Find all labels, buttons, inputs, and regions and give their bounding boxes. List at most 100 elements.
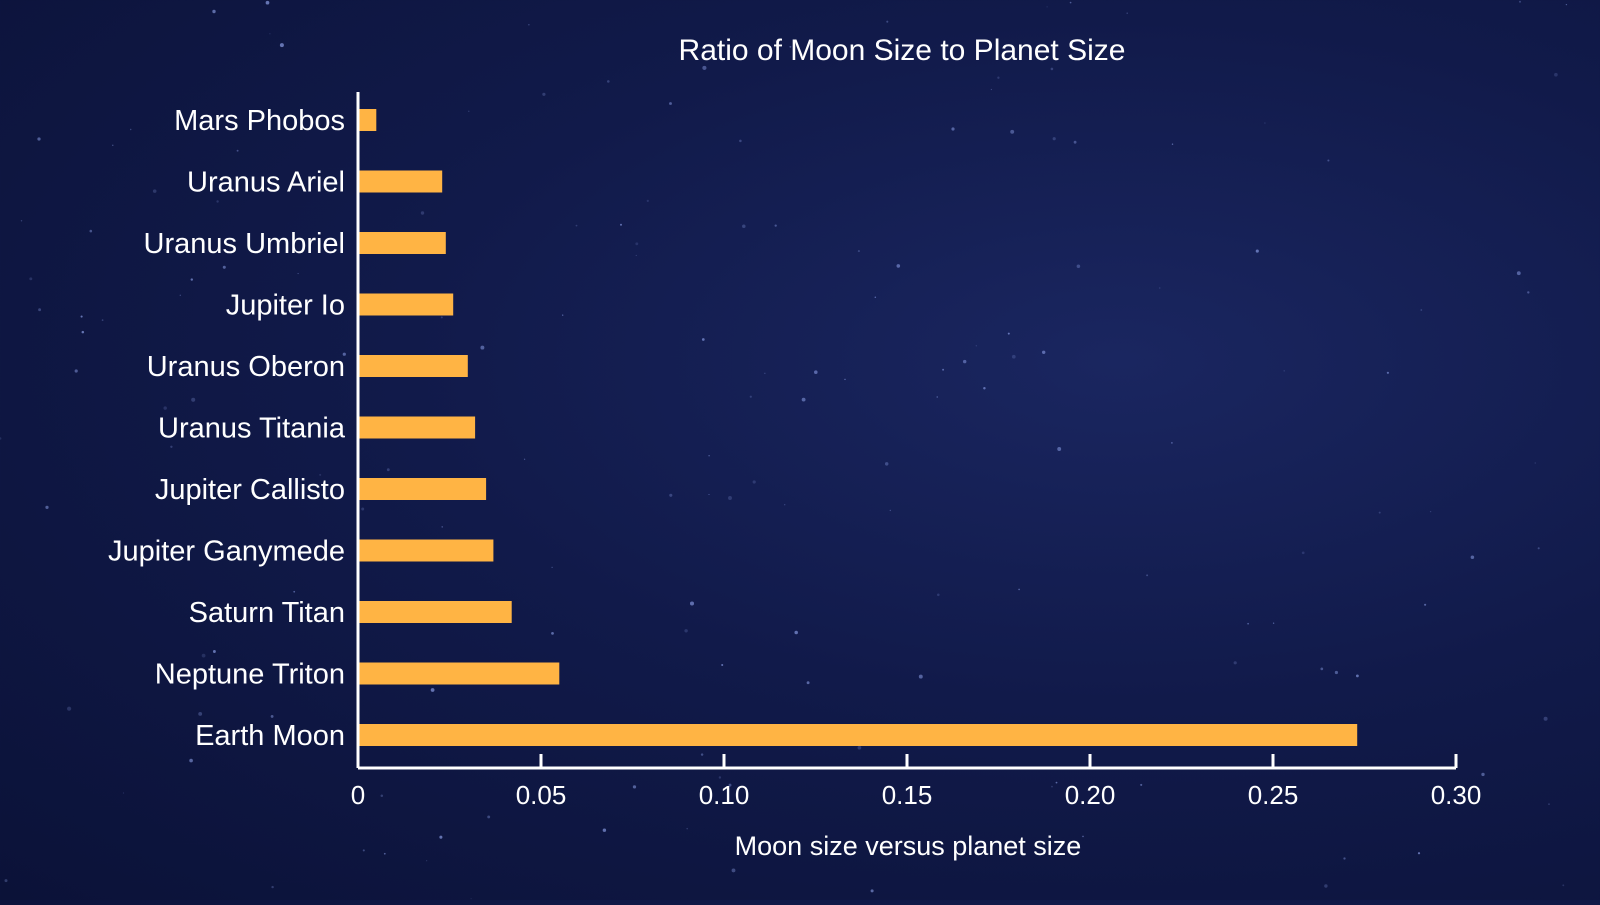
star-dot bbox=[1355, 674, 1359, 678]
star-dot bbox=[1073, 140, 1077, 144]
star-dot bbox=[551, 566, 553, 569]
star-dot bbox=[646, 199, 649, 203]
star-dot bbox=[201, 653, 206, 658]
star-dot bbox=[89, 229, 93, 233]
star-dot bbox=[1082, 835, 1084, 838]
x-tick-label: 0.15 bbox=[882, 780, 933, 810]
star-dot bbox=[20, 220, 23, 222]
star-dot bbox=[752, 480, 756, 484]
star-dot bbox=[129, 128, 132, 131]
star-dot bbox=[983, 387, 986, 390]
star-dot bbox=[669, 102, 672, 105]
star-dot bbox=[728, 783, 732, 787]
starfield bbox=[0, 0, 1568, 900]
star-dot bbox=[279, 43, 284, 48]
star-dot bbox=[551, 632, 554, 635]
star-dot bbox=[297, 273, 299, 275]
star-dot bbox=[440, 316, 443, 319]
star-dot bbox=[870, 889, 874, 893]
x-tick-label: 0 bbox=[351, 780, 365, 810]
star-dot bbox=[942, 368, 945, 371]
star-dot bbox=[383, 852, 386, 855]
bar-jupiter-ganymede bbox=[358, 539, 494, 562]
star-dot bbox=[1518, 0, 1522, 3]
star-dot bbox=[441, 526, 443, 528]
star-dot bbox=[319, 473, 322, 476]
category-label: Jupiter Io bbox=[226, 290, 345, 322]
star-dot bbox=[975, 345, 977, 347]
star-dot bbox=[1011, 354, 1016, 359]
x-tick-label: 0.30 bbox=[1431, 780, 1482, 810]
star-dot bbox=[430, 688, 435, 692]
star-dot bbox=[1301, 551, 1305, 555]
star-dot bbox=[1470, 555, 1475, 560]
bar-uranus-oberon bbox=[358, 355, 468, 377]
star-dot bbox=[997, 76, 1000, 79]
star-dot bbox=[1327, 159, 1330, 162]
star-dot bbox=[293, 590, 296, 593]
star-dot bbox=[1424, 603, 1427, 606]
bar-jupiter-io bbox=[358, 293, 454, 316]
star-dot bbox=[801, 397, 806, 402]
star-dot bbox=[81, 330, 85, 334]
star-dot bbox=[45, 505, 49, 510]
star-dot bbox=[122, 792, 125, 794]
star-dot bbox=[575, 224, 578, 227]
star-dot bbox=[190, 278, 193, 281]
star-dot bbox=[152, 189, 157, 193]
star-dot bbox=[1534, 462, 1536, 464]
x-tick-label: 0.05 bbox=[516, 780, 567, 810]
star-dot bbox=[814, 370, 818, 374]
star-dot bbox=[1052, 137, 1056, 141]
star-dot bbox=[1233, 661, 1237, 665]
star-dot bbox=[420, 211, 425, 215]
bar-uranus-ariel bbox=[358, 170, 443, 193]
star-dot bbox=[1543, 716, 1548, 721]
star-dot bbox=[426, 860, 428, 862]
star-dot bbox=[4, 879, 8, 883]
star-dot bbox=[470, 898, 472, 900]
category-labels: Mars Phobos Uranus Ariel Uranus Umbriel Jup… bbox=[108, 105, 346, 752]
bar-uranus-umbriel bbox=[358, 232, 446, 254]
star-dot bbox=[269, 33, 271, 35]
star-dot bbox=[1283, 370, 1285, 372]
star-dot bbox=[528, 24, 530, 26]
star-dot bbox=[708, 455, 710, 457]
star-dot bbox=[179, 294, 181, 296]
star-dot bbox=[101, 319, 104, 321]
star-dot bbox=[700, 753, 704, 756]
star-dot bbox=[684, 629, 688, 633]
star-dot bbox=[739, 139, 742, 143]
star-dot bbox=[1247, 622, 1249, 625]
star-dot bbox=[1057, 447, 1062, 451]
star-dot bbox=[1417, 852, 1421, 855]
star-dot bbox=[212, 9, 216, 14]
category-label: Mars Phobos bbox=[174, 105, 345, 137]
star-dot bbox=[889, 509, 891, 512]
star-dot bbox=[731, 868, 736, 873]
star-dot bbox=[0, 437, 2, 440]
star-dot bbox=[1126, 12, 1128, 14]
star-dot bbox=[216, 200, 219, 203]
star-dot bbox=[1264, 122, 1266, 124]
star-dot bbox=[886, 20, 889, 23]
star-dot bbox=[170, 445, 173, 448]
star-dot bbox=[708, 493, 710, 496]
star-dot bbox=[1018, 588, 1020, 591]
bar-mars-phobos bbox=[358, 109, 377, 131]
star-dot bbox=[1565, 3, 1568, 6]
star-dot bbox=[1159, 287, 1161, 289]
star-dot bbox=[1055, 781, 1058, 784]
star-dot bbox=[857, 250, 860, 253]
category-label: Uranus Umbriel bbox=[144, 228, 345, 260]
star-dot bbox=[806, 681, 810, 685]
star-dot bbox=[342, 352, 346, 356]
star-dot bbox=[951, 127, 955, 131]
category-label: Jupiter Ganymede bbox=[108, 536, 345, 568]
star-dot bbox=[361, 507, 365, 511]
star-dot bbox=[67, 706, 72, 711]
star-dot bbox=[1420, 309, 1423, 311]
star-dot bbox=[635, 254, 637, 256]
